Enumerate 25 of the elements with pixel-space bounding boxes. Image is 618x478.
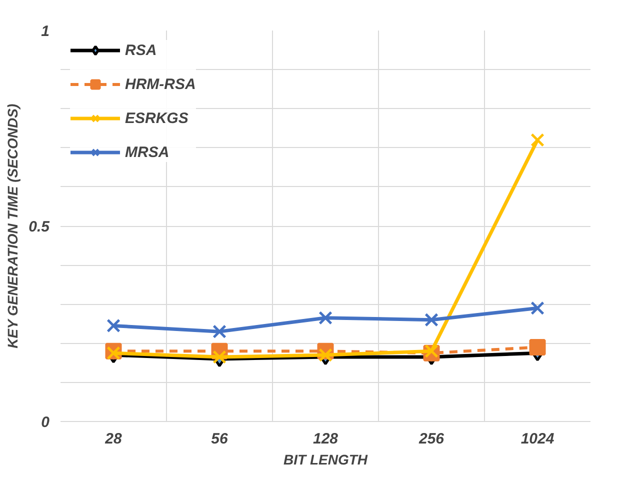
point xyxy=(424,312,438,327)
legend-label: MRSA xyxy=(125,144,170,160)
legend-label: RSA xyxy=(125,42,157,58)
x-tick-label: 128 xyxy=(312,430,339,448)
x-tick-label: 56 xyxy=(211,430,228,448)
point xyxy=(212,324,226,338)
x-tick-label: 256 xyxy=(418,430,445,448)
y-tick-label: 0.5 xyxy=(28,218,50,236)
point xyxy=(212,350,226,364)
point xyxy=(424,344,438,358)
point xyxy=(318,348,332,362)
point xyxy=(106,318,120,333)
y-axis-title: KEY GENERATION TIME (SECONDS) xyxy=(4,104,21,348)
x-axis-title: BIT LENGTH xyxy=(284,452,368,468)
legend-label: ESRKGS xyxy=(125,110,188,126)
point xyxy=(529,338,546,356)
x-tick-label: 1024 xyxy=(520,430,555,448)
legend-label: HRM-RSA xyxy=(125,76,196,92)
y-tick-label: 0 xyxy=(41,414,50,431)
point xyxy=(106,346,120,360)
y-tick-label: 1 xyxy=(41,23,50,40)
point xyxy=(530,301,544,316)
point xyxy=(318,310,332,325)
x-tick-label: 28 xyxy=(104,430,122,448)
point xyxy=(530,133,544,147)
